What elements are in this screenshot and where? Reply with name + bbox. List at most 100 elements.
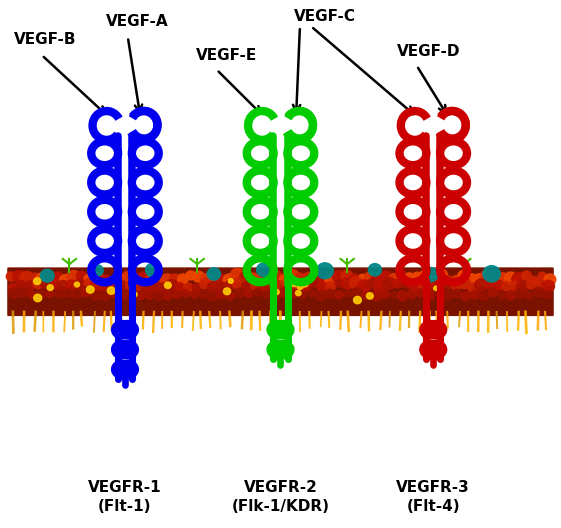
Circle shape [170,274,181,284]
Circle shape [57,280,68,291]
Ellipse shape [420,341,441,359]
Circle shape [146,293,153,299]
Circle shape [50,281,59,289]
Circle shape [420,270,430,279]
Circle shape [46,290,54,297]
Circle shape [393,279,402,288]
Text: VEGFR-2: VEGFR-2 [243,480,318,495]
Circle shape [310,279,318,287]
Circle shape [311,271,321,281]
Circle shape [332,270,346,283]
Circle shape [468,283,478,293]
Ellipse shape [426,320,447,339]
Circle shape [201,274,212,285]
Circle shape [285,270,300,283]
Circle shape [362,292,370,299]
Circle shape [390,292,397,298]
Circle shape [435,290,442,296]
Circle shape [263,290,271,298]
Circle shape [137,272,150,284]
Circle shape [123,271,134,282]
Circle shape [115,274,126,284]
Circle shape [352,287,362,297]
Ellipse shape [117,320,139,339]
Circle shape [145,263,160,277]
Circle shape [84,279,92,287]
Ellipse shape [420,320,441,339]
Circle shape [192,271,204,282]
Circle shape [510,281,519,290]
Circle shape [241,281,252,292]
Circle shape [34,294,42,301]
Circle shape [184,283,193,292]
Circle shape [91,265,103,276]
Circle shape [292,280,303,290]
Circle shape [341,270,353,281]
Circle shape [325,289,335,299]
Text: (Flk-1/KDR): (Flk-1/KDR) [232,499,329,514]
Circle shape [353,296,361,304]
Circle shape [434,281,445,290]
Ellipse shape [267,341,288,359]
Circle shape [276,281,285,289]
Circle shape [381,271,390,279]
Circle shape [223,274,237,287]
Circle shape [90,272,104,286]
Ellipse shape [112,360,132,379]
Circle shape [365,272,376,283]
Ellipse shape [273,341,294,359]
Circle shape [24,281,35,290]
Circle shape [296,290,301,296]
Circle shape [132,292,137,297]
Circle shape [240,272,251,282]
Circle shape [186,271,195,280]
Circle shape [535,281,545,290]
Circle shape [451,280,462,290]
Circle shape [397,290,408,300]
Ellipse shape [112,320,132,339]
Circle shape [107,287,115,294]
Circle shape [502,281,511,291]
Circle shape [296,273,304,281]
Circle shape [84,274,94,284]
Circle shape [480,270,495,284]
Circle shape [289,289,299,298]
Circle shape [199,290,208,298]
Circle shape [233,278,245,289]
Text: VEGFR-3: VEGFR-3 [397,480,470,495]
Circle shape [173,291,181,298]
Circle shape [217,290,227,299]
Circle shape [425,279,437,290]
Circle shape [504,272,517,284]
Circle shape [284,282,293,290]
Circle shape [99,275,110,285]
Circle shape [140,279,153,292]
Circle shape [350,277,362,289]
Circle shape [467,274,476,282]
Circle shape [300,292,307,298]
Circle shape [335,290,343,298]
Circle shape [542,290,551,299]
Circle shape [34,278,41,285]
Circle shape [517,280,530,293]
Circle shape [473,274,486,286]
Circle shape [530,276,539,285]
Circle shape [489,288,498,297]
Circle shape [267,281,278,291]
Circle shape [279,275,289,284]
Circle shape [176,282,184,290]
Circle shape [542,280,555,292]
Text: VEGFR-1: VEGFR-1 [88,480,162,495]
Circle shape [514,288,526,299]
Circle shape [6,272,16,281]
Circle shape [498,291,506,299]
Circle shape [164,282,171,288]
Circle shape [154,275,165,285]
Text: VEGF-B: VEGF-B [14,32,76,47]
Ellipse shape [426,341,447,359]
Circle shape [304,272,312,281]
Circle shape [18,288,28,297]
Ellipse shape [117,360,139,379]
Circle shape [425,290,435,300]
Circle shape [208,281,220,293]
